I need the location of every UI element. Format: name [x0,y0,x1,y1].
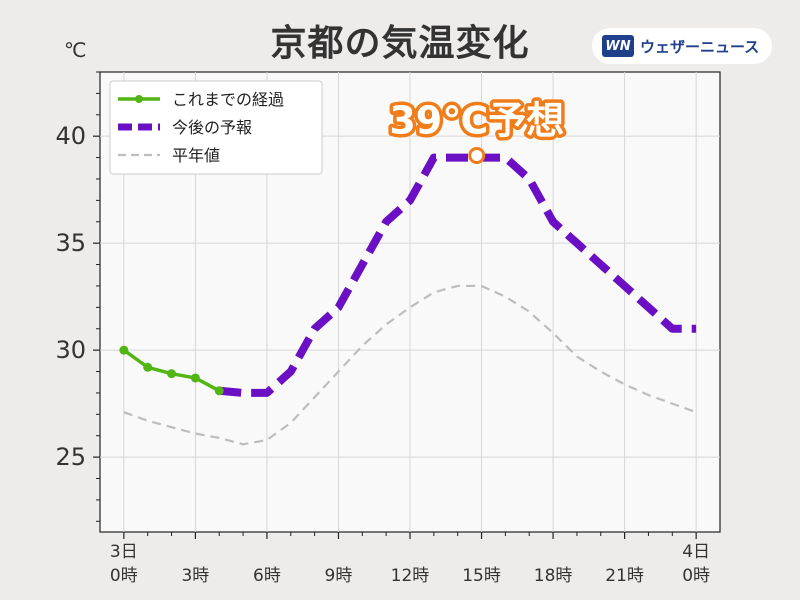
brand-name: ウェザーニュース [640,37,760,56]
chart-title: 京都の気温変化 [270,23,530,64]
data-point [119,345,129,355]
x-tick-label-date: 4日 [682,542,710,562]
y-tick-label: 30 [55,336,86,364]
y-tick-label: 35 [55,229,86,257]
y-tick-label: 25 [55,443,86,471]
forecast-max-marker [468,146,486,164]
x-tick-label-hour: 9時 [325,566,353,586]
legend-box [109,80,323,175]
data-point [143,362,153,372]
y-tick-label: 40 [55,122,86,150]
x-tick-label-hour: 15時 [462,566,501,586]
series-line-2 [123,284,697,446]
x-tick-label-hour: 3時 [181,566,209,586]
brand-mark-icon: WN [602,35,634,57]
brand-logo: WN ウェザーニュース [592,28,772,64]
data-point [214,386,224,396]
x-tick-label-date: 3日 [110,542,138,562]
x-tick-label-hour: 0時 [682,566,710,586]
legend-marker [135,95,143,103]
legend-label: これまでの経過 [172,90,284,109]
series-line-1 [218,153,697,397]
data-point [167,369,177,379]
legend-label: 今後の予報 [172,118,252,137]
data-point [190,373,200,383]
x-tick-label-hour: 12時 [391,566,430,586]
x-tick-label-hour: 6時 [253,566,281,586]
x-tick-label-hour: 18時 [534,566,573,586]
legend-label: 平年値 [172,146,220,165]
y-axis-unit: ℃ [64,38,87,62]
forecast-max-label: 39℃予想 [389,98,564,142]
x-tick-label-hour: 0時 [110,566,138,586]
x-tick-label-hour: 21時 [605,566,644,586]
